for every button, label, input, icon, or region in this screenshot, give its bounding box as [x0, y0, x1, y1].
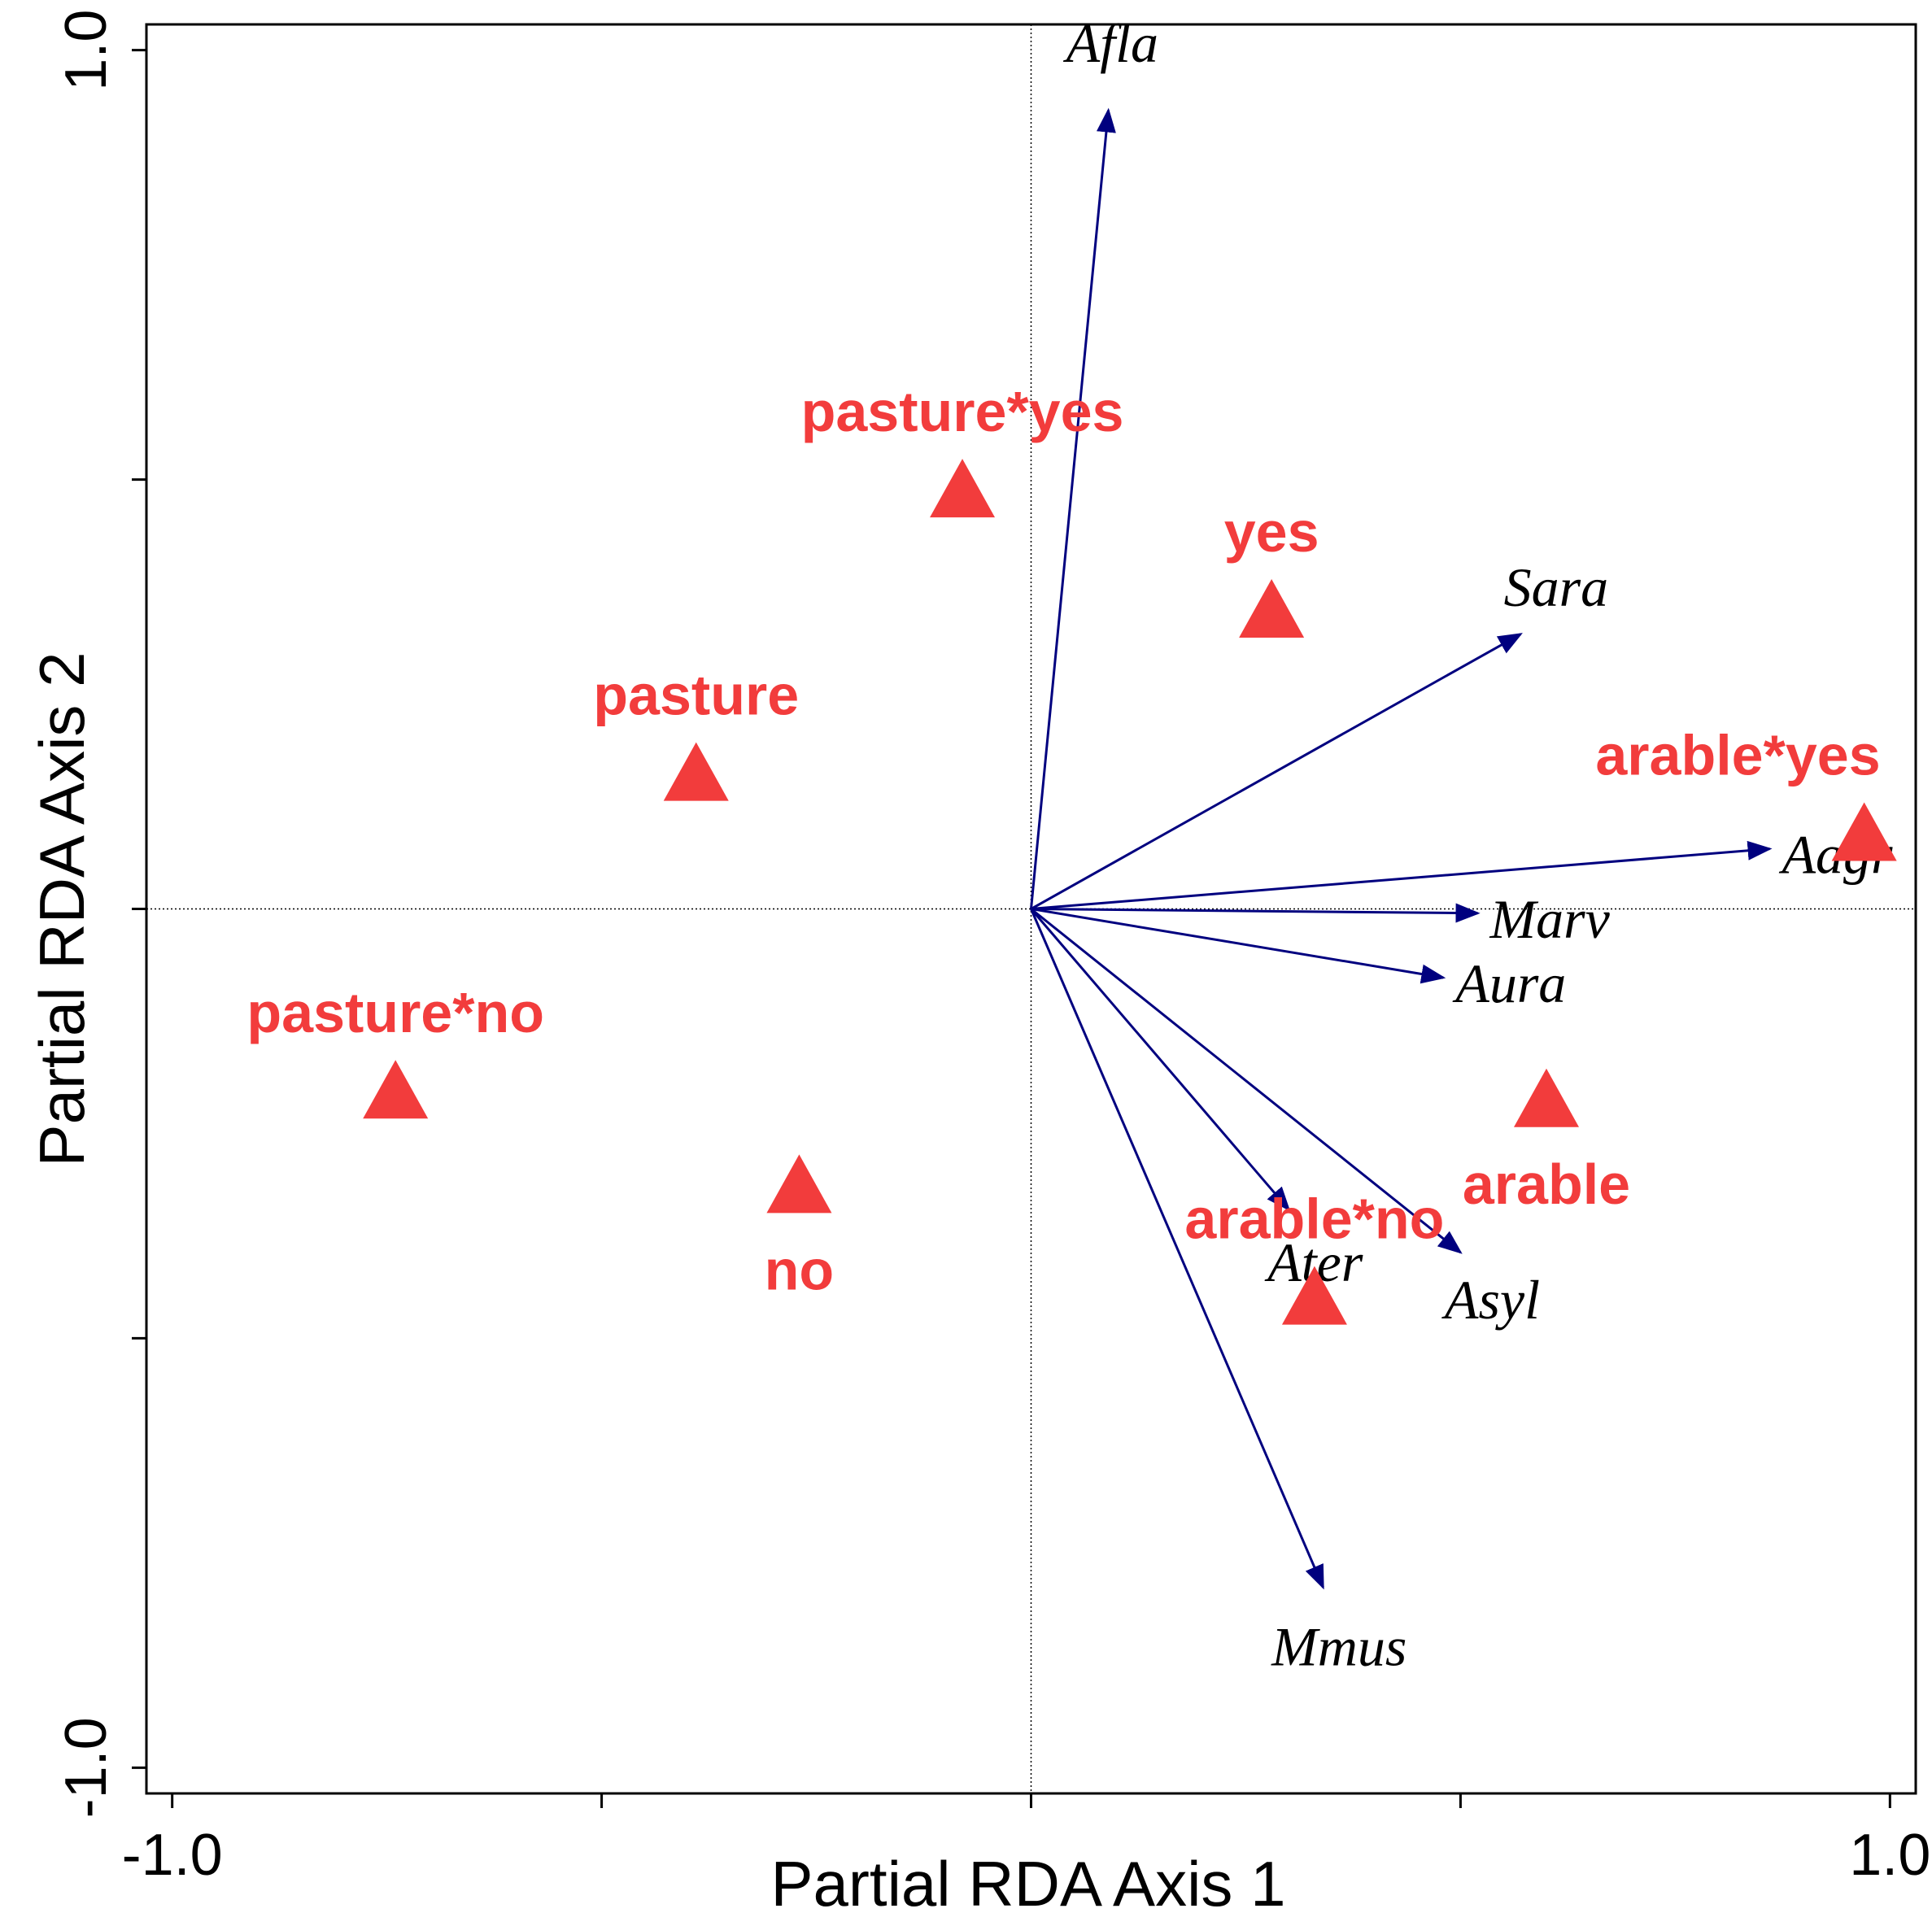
arrow-line [1030, 908, 1324, 1590]
y-tick-label: 1.0 [54, 10, 119, 91]
species-arrow-aura: Aura [1031, 908, 1566, 1014]
centroid-label: arable*yes [1595, 723, 1880, 787]
centroid-label: pasture [593, 664, 799, 727]
centroid-marker [1513, 1068, 1579, 1127]
centroid-pasture-yes: pasture*yes [801, 380, 1124, 518]
centroid-marker [363, 1060, 429, 1119]
arrow-line [1030, 908, 1291, 1212]
centroid-arable-yes: arable*yes [1595, 723, 1897, 861]
y-axis-title: Partial RDA Axis 2 [26, 652, 98, 1167]
species-label: Marv [1489, 888, 1611, 950]
species-label: Aura [1452, 952, 1566, 1014]
species-arrow-mmus: Mmus [1030, 908, 1406, 1678]
x-axis-title: Partial RDA Axis 1 [771, 1848, 1286, 1919]
centroid-label: yes [1224, 500, 1319, 564]
centroid-label: arable*no [1184, 1187, 1444, 1251]
species-label: Afla [1063, 12, 1158, 74]
arrow-line [1031, 908, 1446, 984]
centroid-marker [663, 742, 729, 801]
x-tick-label: 1.0 [1849, 1823, 1930, 1888]
centroid-marker [766, 1154, 832, 1214]
centroid-arable: arable [1463, 1068, 1630, 1216]
centroid-label: pasture*yes [801, 380, 1124, 443]
centroid-label: pasture*no [246, 981, 544, 1044]
centroid-label: arable [1463, 1153, 1630, 1216]
species-arrow-asyl: Asyl [1030, 908, 1540, 1331]
centroid-marker [1831, 802, 1897, 861]
x-tick-label: -1.0 [122, 1823, 223, 1888]
species-arrow-sara: Sara [1030, 556, 1608, 910]
centroid-pasture: pasture [593, 664, 799, 801]
centroid-yes: yes [1224, 500, 1319, 638]
arrow-line [1030, 908, 1463, 1254]
arrow-line [1030, 107, 1116, 909]
centroid-marker [1239, 578, 1305, 638]
arrow-line [1031, 903, 1481, 923]
species-label: Sara [1504, 556, 1608, 618]
centroid-label: no [765, 1238, 835, 1301]
centroid-no: no [765, 1154, 835, 1301]
species-arrow-afla: Afla [1030, 12, 1158, 909]
axis-ticks: -1.0 1.0 -1.0 1.0 [54, 10, 1930, 1888]
species-label: Asyl [1441, 1269, 1540, 1331]
species-arrow-marv: Marv [1031, 888, 1611, 950]
centroid-arable-no: arable*no [1184, 1187, 1444, 1325]
centroids: pasture*yes yes pasture arable*yes pasture*n… [246, 380, 1897, 1325]
species-label: Mmus [1271, 1616, 1406, 1678]
arrow-line [1030, 633, 1523, 910]
arrow-line [1031, 840, 1773, 910]
centroid-pasture-no: pasture*no [246, 981, 544, 1119]
centroid-marker [930, 459, 996, 518]
y-tick-label: -1.0 [54, 1717, 119, 1818]
centroid-marker [1281, 1266, 1347, 1325]
